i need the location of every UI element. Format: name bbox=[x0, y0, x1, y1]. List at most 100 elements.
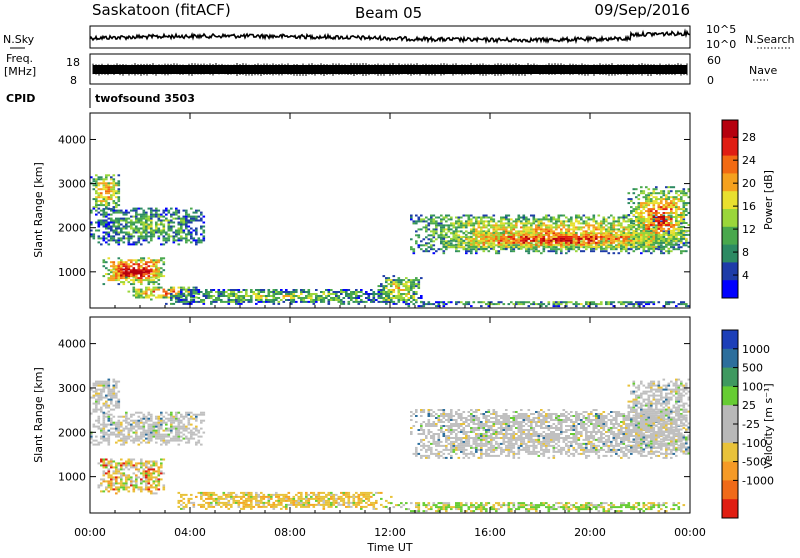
data-cell bbox=[118, 277, 121, 279]
data-cell bbox=[175, 232, 178, 234]
data-cell bbox=[180, 239, 183, 241]
data-cell bbox=[480, 228, 483, 230]
data-cell bbox=[253, 293, 256, 295]
data-cell bbox=[170, 295, 173, 297]
data-cell bbox=[155, 208, 158, 210]
data-cell bbox=[108, 174, 111, 176]
data-cell bbox=[623, 244, 626, 246]
data-cell bbox=[188, 428, 191, 430]
data-cell bbox=[543, 246, 546, 248]
data-cell bbox=[140, 420, 143, 422]
data-cell bbox=[603, 244, 606, 246]
data-cell bbox=[175, 214, 178, 216]
data-cell bbox=[495, 303, 498, 305]
data-cell bbox=[668, 236, 671, 238]
data-cell bbox=[678, 190, 681, 192]
data-cell bbox=[138, 488, 141, 490]
data-cell bbox=[383, 293, 386, 295]
data-cell bbox=[103, 222, 106, 224]
data-cell bbox=[553, 238, 556, 240]
data-cell bbox=[655, 200, 658, 202]
data-cell bbox=[198, 414, 201, 416]
data-cell bbox=[440, 234, 443, 236]
data-cell bbox=[648, 194, 651, 196]
data-cell bbox=[123, 220, 126, 222]
data-cell bbox=[625, 217, 628, 219]
data-cell bbox=[113, 470, 116, 472]
data-cell bbox=[643, 246, 646, 248]
data-cell bbox=[650, 194, 653, 196]
data-cell bbox=[123, 464, 126, 466]
data-cell bbox=[568, 232, 571, 234]
data-cell bbox=[633, 246, 636, 248]
data-cell bbox=[618, 252, 621, 254]
data-cell bbox=[523, 228, 526, 230]
data-cell bbox=[620, 236, 623, 238]
nsky-tick-bottom: 10^0 bbox=[706, 38, 736, 51]
data-cell bbox=[513, 228, 516, 230]
data-cell bbox=[455, 250, 458, 252]
data-cell bbox=[155, 432, 158, 434]
data-cell bbox=[153, 275, 156, 277]
data-cell bbox=[113, 226, 116, 228]
data-cell bbox=[410, 248, 413, 250]
data-cell bbox=[415, 293, 418, 295]
data-cell bbox=[178, 426, 181, 428]
data-cell bbox=[175, 230, 178, 232]
data-cell bbox=[98, 385, 101, 387]
data-cell bbox=[595, 220, 598, 222]
data-cell bbox=[345, 289, 348, 291]
data-cell bbox=[545, 246, 548, 248]
data-cell bbox=[345, 295, 348, 297]
data-cell bbox=[95, 214, 98, 216]
data-cell bbox=[525, 220, 528, 222]
data-cell bbox=[393, 303, 396, 305]
data-cell bbox=[140, 279, 143, 281]
data-cell bbox=[143, 218, 146, 220]
data-cell bbox=[183, 289, 186, 291]
data-cell bbox=[158, 261, 161, 263]
data-cell bbox=[143, 416, 146, 418]
data-cell bbox=[118, 239, 121, 241]
data-cell bbox=[125, 478, 128, 480]
data-cell bbox=[143, 426, 146, 428]
data-cell bbox=[455, 303, 458, 305]
data-cell bbox=[665, 250, 668, 252]
data-cell bbox=[215, 297, 218, 299]
data-cell bbox=[483, 240, 486, 242]
data-cell bbox=[448, 230, 451, 232]
data-cell bbox=[105, 434, 108, 436]
data-cell bbox=[500, 222, 503, 224]
data-cell bbox=[550, 230, 553, 232]
data-cell bbox=[663, 222, 666, 224]
data-cell bbox=[148, 226, 151, 228]
data-cell bbox=[513, 240, 516, 242]
data-cell bbox=[225, 291, 228, 293]
data-cell bbox=[108, 416, 111, 418]
data-cell bbox=[125, 426, 128, 428]
data-cell bbox=[383, 285, 386, 287]
data-cell bbox=[120, 486, 123, 488]
data-cell bbox=[170, 303, 173, 305]
data-cell bbox=[175, 416, 178, 418]
data-cell bbox=[528, 301, 531, 303]
data-cell bbox=[655, 236, 658, 238]
data-cell bbox=[585, 246, 588, 248]
data-cell bbox=[443, 303, 446, 305]
data-cell bbox=[178, 239, 181, 241]
data-cell bbox=[98, 196, 101, 198]
data-cell bbox=[650, 202, 653, 204]
data-cell bbox=[168, 440, 171, 442]
data-cell bbox=[203, 232, 206, 234]
data-cell bbox=[110, 488, 113, 490]
data-cell bbox=[113, 273, 116, 275]
data-cell bbox=[535, 244, 538, 246]
data-cell bbox=[150, 438, 153, 440]
data-cell bbox=[140, 418, 143, 420]
data-cell bbox=[145, 291, 148, 293]
data-cell bbox=[108, 196, 111, 198]
data-cell bbox=[513, 248, 516, 250]
data-cell bbox=[635, 242, 638, 244]
data-cell bbox=[513, 303, 516, 305]
data-cell bbox=[108, 188, 111, 190]
